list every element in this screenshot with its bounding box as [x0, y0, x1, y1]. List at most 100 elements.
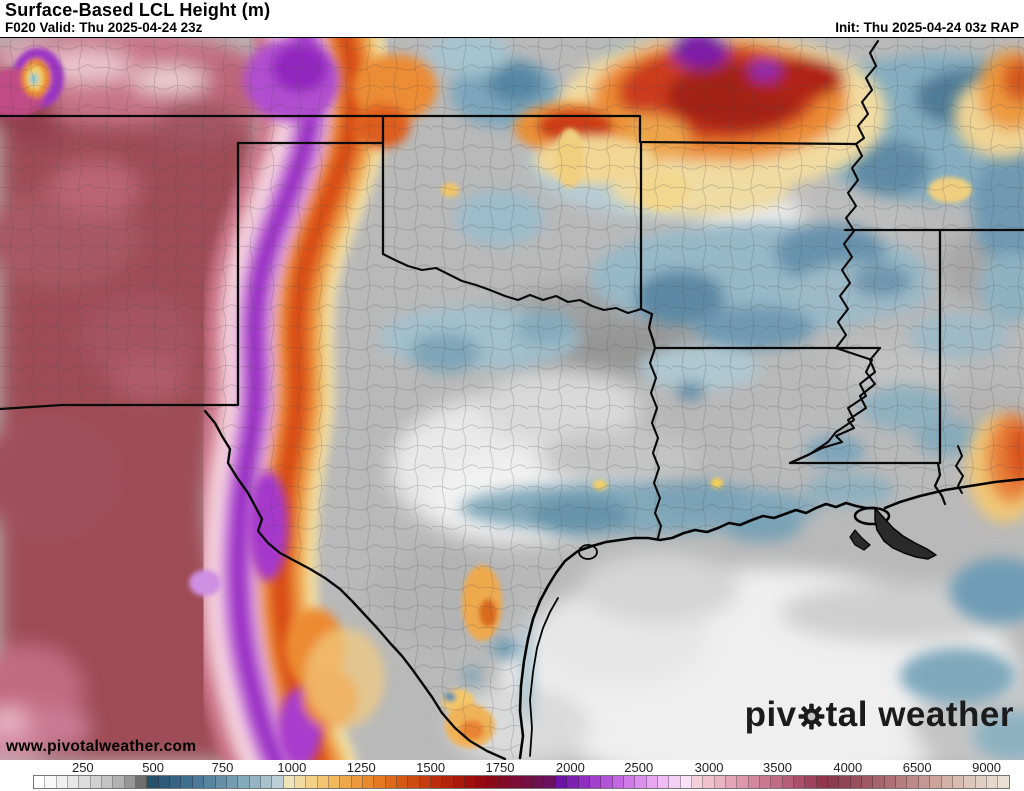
colorbar-tick-label: 6500 — [903, 760, 932, 775]
colorbar-cell — [454, 776, 465, 788]
gear-icon — [798, 703, 825, 730]
colorbar-cell — [624, 776, 635, 788]
colorbar-cell — [193, 776, 204, 788]
colorbar-tick-label: 3000 — [695, 760, 724, 775]
colorbar-cell — [45, 776, 56, 788]
colorbar-cell — [465, 776, 476, 788]
colorbar-cell — [590, 776, 601, 788]
colorbar-cell — [442, 776, 453, 788]
colorbar-cell — [794, 776, 805, 788]
colorbar-cell — [295, 776, 306, 788]
colorbar-cell — [544, 776, 555, 788]
colorbar-cell — [159, 776, 170, 788]
colorbar-cell — [851, 776, 862, 788]
colorbar-cell — [136, 776, 147, 788]
colorbar-cell — [261, 776, 272, 788]
colorbar-cell — [998, 776, 1008, 788]
colorbar-cell — [499, 776, 510, 788]
colorbar-tick-label: 2000 — [556, 760, 585, 775]
colorbar-cell — [374, 776, 385, 788]
colorbar-cell — [352, 776, 363, 788]
colorbar-cell — [556, 776, 567, 788]
colorbar-cell — [147, 776, 158, 788]
colorbar-cell — [227, 776, 238, 788]
colorbar-cell — [510, 776, 521, 788]
colorbar-cell — [329, 776, 340, 788]
colorbar-cell — [306, 776, 317, 788]
colorbar-cell — [204, 776, 215, 788]
colorbar-cell — [658, 776, 669, 788]
colorbar-cell — [34, 776, 45, 788]
colorbar-cell — [726, 776, 737, 788]
colorbar-tick-label: 2500 — [624, 760, 653, 775]
colorbar-cell — [783, 776, 794, 788]
colorbar-tick-label: 750 — [212, 760, 234, 775]
colorbar-tick-label: 1500 — [416, 760, 445, 775]
colorbar-cell — [873, 776, 884, 788]
colorbar-cell — [930, 776, 941, 788]
colorbar-cell — [488, 776, 499, 788]
colorbar-cell — [408, 776, 419, 788]
colorbar-tick-label: 1750 — [486, 760, 515, 775]
init-time-label: Init: Thu 2025-04-24 03z RAP — [835, 20, 1019, 35]
pivotal-weather-logo: piv tal weather — [745, 697, 1014, 732]
colorbar-cell — [919, 776, 930, 788]
colorbar-cell — [839, 776, 850, 788]
colorbar-cell — [113, 776, 124, 788]
colorbar-cell — [749, 776, 760, 788]
colorbar-cell — [318, 776, 329, 788]
brand-text-left: piv — [745, 697, 797, 732]
colorbar-cell — [340, 776, 351, 788]
weather-graphic: Surface-Based LCL Height (m) F020 Valid:… — [0, 0, 1024, 791]
colorbar-tick-label: 3500 — [763, 760, 792, 775]
colorbar-tick-label: 500 — [142, 760, 164, 775]
colorbar-cell — [386, 776, 397, 788]
colorbar-cell — [953, 776, 964, 788]
colorbar-cell — [567, 776, 578, 788]
colorbar-cell — [613, 776, 624, 788]
colorbar-cell — [181, 776, 192, 788]
colorbar-cell — [885, 776, 896, 788]
colorbar-cell — [737, 776, 748, 788]
page-title: Surface-Based LCL Height (m) — [5, 0, 270, 21]
colorbar-cell — [397, 776, 408, 788]
colorbar-legend: 250 500 750 1000 1250 1500 1750 2000 2500 3000 350… — [0, 760, 1024, 791]
colorbar-cell — [896, 776, 907, 788]
colorbar-cell — [363, 776, 374, 788]
brand-text-right: tal weather — [826, 697, 1014, 732]
colorbar-tick-label: 9000 — [972, 760, 1001, 775]
colorbar-cell — [579, 776, 590, 788]
colorbar-cell — [91, 776, 102, 788]
colorbar-cell — [170, 776, 181, 788]
colorbar-cell — [942, 776, 953, 788]
colorbar-cell — [238, 776, 249, 788]
colorbar-tick-label: 250 — [72, 760, 94, 775]
colorbar-cell — [272, 776, 283, 788]
colorbar-cell — [102, 776, 113, 788]
colorbar-cell — [828, 776, 839, 788]
colorbar-tick-label: 1250 — [347, 760, 376, 775]
valid-time-label: F020 Valid: Thu 2025-04-24 23z — [5, 20, 202, 35]
colorbar-tick-label: 1000 — [277, 760, 306, 775]
colorbar-cell — [805, 776, 816, 788]
colorbar-cell — [715, 776, 726, 788]
colorbar-cell — [862, 776, 873, 788]
colorbar-cell — [125, 776, 136, 788]
forecast-map: www.pivotalweather.com piv tal weather — [0, 37, 1024, 760]
colorbar-ticks: 250 500 750 1000 1250 1500 1750 2000 2500 3000 350… — [33, 760, 1010, 774]
watermark-url: www.pivotalweather.com — [6, 738, 196, 756]
colorbar-cell — [817, 776, 828, 788]
colorbar-cell — [703, 776, 714, 788]
colorbar-cell — [533, 776, 544, 788]
colorbar-cell — [647, 776, 658, 788]
colorbar-cell — [635, 776, 646, 788]
colorbar-cell — [907, 776, 918, 788]
colorbar-cell — [976, 776, 987, 788]
colorbar-cells — [33, 775, 1010, 789]
colorbar-cell — [68, 776, 79, 788]
colorbar-cell — [522, 776, 533, 788]
colorbar-cell — [601, 776, 612, 788]
colorbar-cell — [987, 776, 998, 788]
colorbar-tick-label: 4000 — [833, 760, 862, 775]
colorbar-cell — [284, 776, 295, 788]
